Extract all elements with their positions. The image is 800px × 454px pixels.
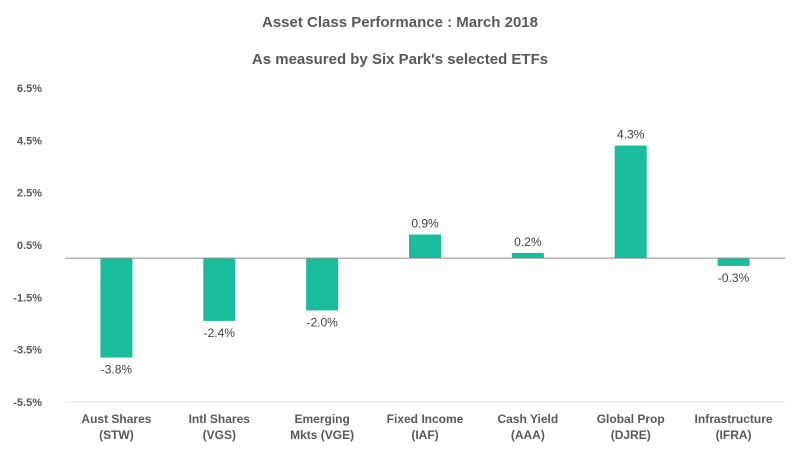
y-tick-label: 0.5% [17,240,42,252]
data-label: -3.8% [101,363,133,377]
x-tick-label: Mkts (VGE) [290,428,354,442]
bar [511,252,544,259]
y-tick-label: -5.5% [13,397,42,409]
data-label: 0.2% [514,235,542,249]
bar [614,145,647,259]
data-label: 0.9% [411,217,439,231]
data-label: 4.3% [617,128,645,142]
bar [306,258,339,311]
data-label: -2.0% [306,315,338,329]
x-tick-label: Cash Yield [498,412,559,426]
x-tick-label: (VGS) [203,428,236,442]
y-tick-label: -3.5% [13,345,42,357]
x-tick-label: Emerging [294,412,349,426]
bar [203,258,236,321]
x-tick-label: (STW) [99,428,134,442]
y-tick-label: -1.5% [13,292,42,304]
y-tick-label: 6.5% [17,83,42,95]
bar [100,258,133,358]
x-tick-label: Global Prop [597,412,665,426]
x-tick-label: (DJRE) [611,428,651,442]
chart-subtitle: As measured by Six Park's selected ETFs [252,51,548,68]
y-tick-label: 4.5% [17,135,42,147]
y-tick-label: 2.5% [17,188,42,200]
x-tick-label: Fixed Income [387,412,464,426]
bar [409,234,441,259]
x-tick-label: Intl Shares [189,412,251,426]
x-tick-label: (IFRA) [716,428,752,442]
y-axis: 6.5% 4.5% 2.5% 0.5% -1.5% -3.5% -5.5% [13,83,42,409]
chart-title: Asset Class Performance : March 2018 [262,14,538,31]
bars: -3.8% -2.4% -2.0% 0.9% 0.2% 4.3% -0.3% [100,128,750,377]
x-axis: Aust Shares (STW) Intl Shares (VGS) Emerging… [81,412,772,442]
x-tick-label: (AAA) [511,428,545,442]
x-tick-label: (IAF) [411,428,438,442]
data-label: -2.4% [204,326,236,340]
x-tick-label: Aust Shares [81,412,151,426]
x-tick-label: Infrastructure [695,412,773,426]
bar [717,258,750,266]
data-label: -0.3% [718,271,750,285]
